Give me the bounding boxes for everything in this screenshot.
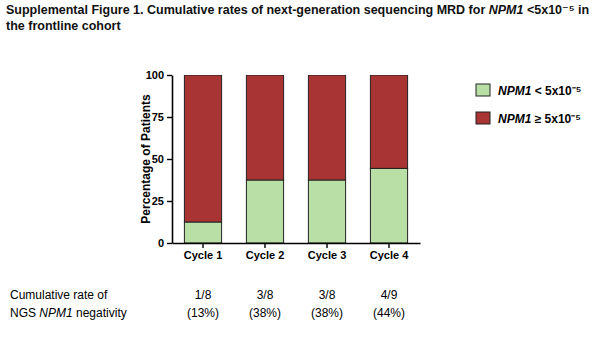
x-axis-line [173,243,421,245]
x-tick-mark [202,243,203,248]
bar-segment [184,75,221,222]
count-label: 1/8 [195,288,212,302]
count-label: 3/8 [319,288,336,302]
y-tick: 25 [152,195,172,207]
chart-title: Supplemental Figure 1. Cumulative rates … [6,2,591,34]
x-tick: Cycle 1 [184,243,223,261]
y-tick: 100 [146,69,172,81]
row-title: Cumulative rate of [10,288,108,302]
x-tick: Cycle 4 [370,243,409,261]
y-tick-label: 100 [146,69,164,81]
y-tick-mark [167,159,172,160]
legend: NPM1 < 5x10⁻⁵ NPM1 ≥ 5x10⁻⁵ [476,84,581,126]
percent-label: (13%) [187,306,219,320]
percent-label: (38%) [249,306,281,320]
x-tick-mark [326,243,327,248]
y-tick-label: 25 [152,195,164,207]
x-tick-mark [388,243,389,248]
bar-segment [370,168,407,243]
x-axis: Cycle 1 Cycle 2 Cycle 3 Cycle 4 [173,243,421,261]
y-tick: 75 [152,111,172,123]
legend-swatch [476,112,490,124]
y-tick-label: 0 [158,237,164,249]
x-tick-mark [264,243,265,248]
x-tick: Cycle 2 [246,243,285,261]
count-label: 3/8 [257,288,274,302]
x-tick-label: Cycle 2 [246,249,285,261]
y-tick-mark [167,117,172,118]
legend-item: NPM1 ≥ 5x10⁻⁵ [476,112,581,126]
legend-item: NPM1 < 5x10⁻⁵ [476,84,581,98]
bar-segment [308,75,345,180]
y-tick-label: 75 [152,111,164,123]
bar-segment [246,75,283,180]
percent-label: (44%) [373,306,405,320]
bar-segment [184,222,221,243]
legend-label: NPM1 < 5x10⁻⁵ [498,84,581,98]
y-tick-mark [167,75,172,76]
bar-segment [308,180,345,243]
legend-label: NPM1 ≥ 5x10⁻⁵ [498,112,581,126]
bar-segment [246,180,283,243]
x-tick-label: Cycle 1 [184,249,223,261]
legend-swatch [476,84,490,96]
bar-segment [370,75,407,168]
y-tick: 50 [152,153,172,165]
x-tick: Cycle 3 [308,243,347,261]
y-tick-label: 50 [152,153,164,165]
y-tick-mark [167,201,172,202]
count-label: 4/9 [381,288,398,302]
percent-label: (38%) [311,306,343,320]
row-title: NGS NPM1 negativity [10,306,127,320]
y-axis-title: Percentage of Patients [139,94,153,224]
bars [184,75,407,243]
x-tick-label: Cycle 4 [370,249,409,261]
y-tick-mark [167,243,172,244]
y-tick: 0 [158,237,172,249]
x-tick-label: Cycle 3 [308,249,347,261]
